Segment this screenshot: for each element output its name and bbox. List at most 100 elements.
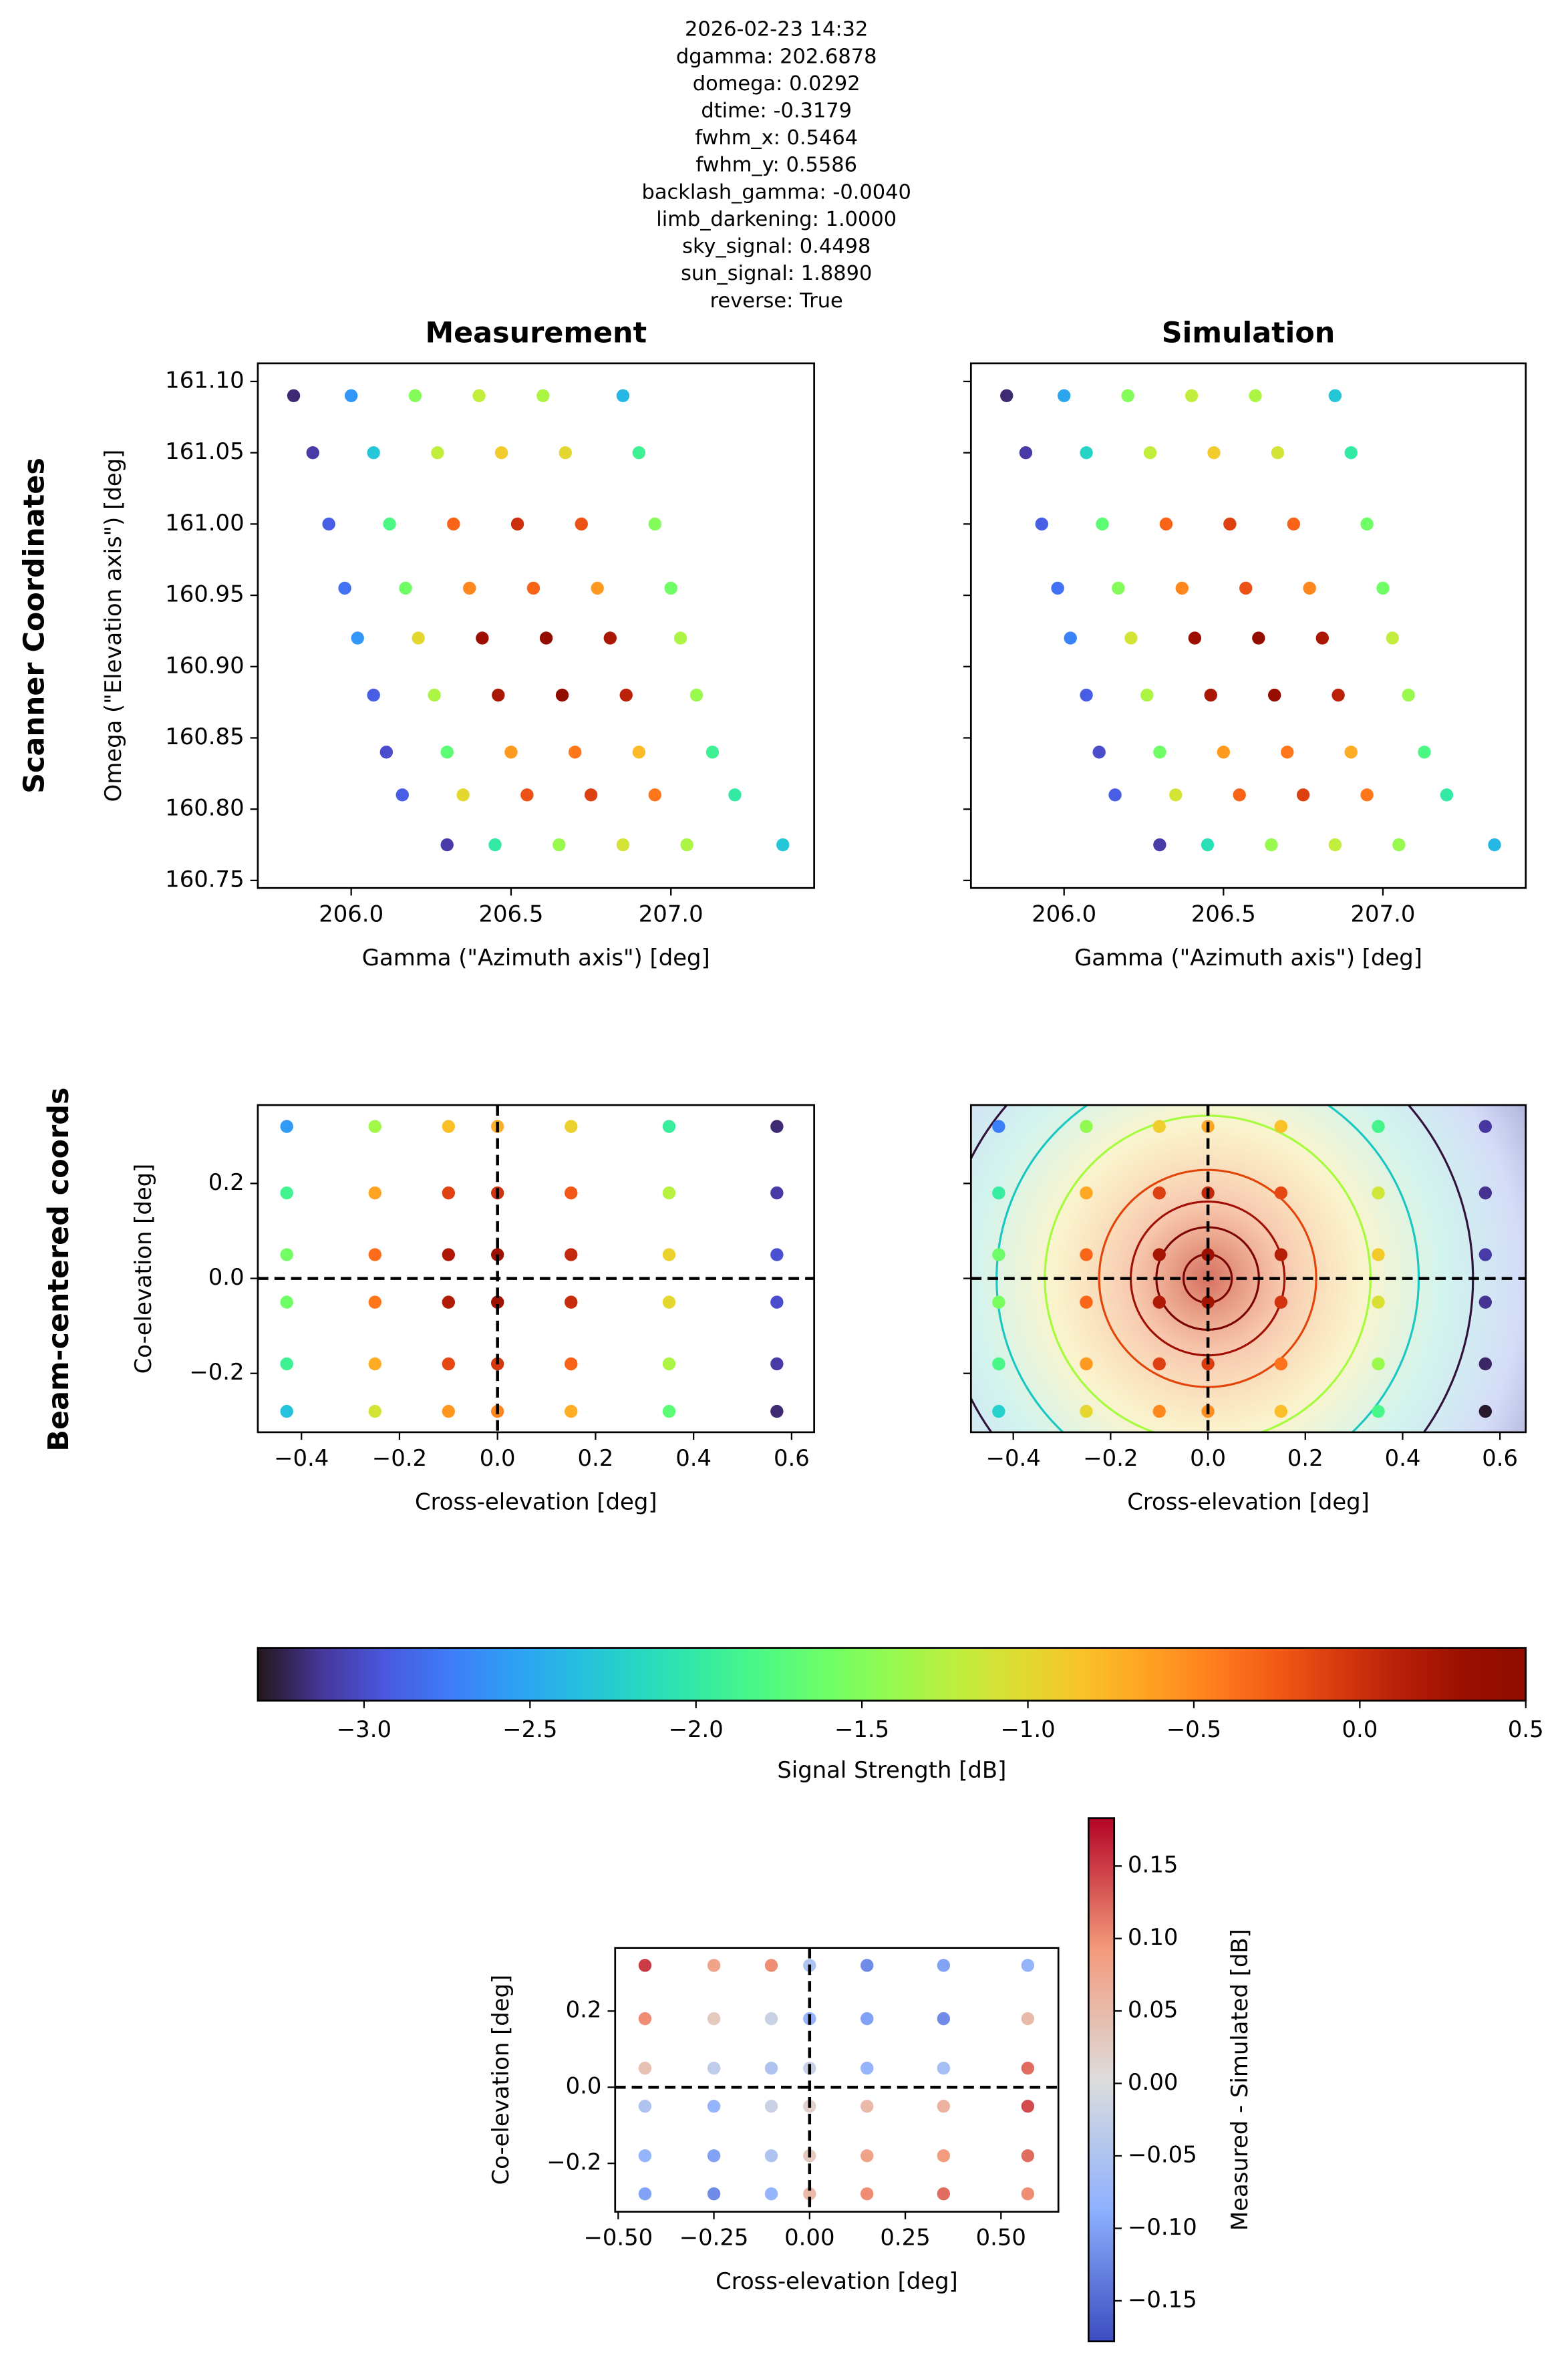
- point: [1274, 1120, 1288, 1133]
- point: [488, 838, 502, 852]
- point: [1080, 1404, 1093, 1418]
- point: [1152, 1357, 1166, 1371]
- colorbar-tick-label: −1.5: [834, 1716, 889, 1742]
- point: [1418, 746, 1431, 759]
- point: [553, 838, 566, 852]
- point: [638, 2100, 652, 2113]
- point: [367, 446, 380, 460]
- point: [442, 1295, 456, 1309]
- point: [306, 446, 319, 460]
- axes-frame: [257, 362, 815, 889]
- colorbar-tick-label: 0.00: [1128, 2069, 1178, 2095]
- point: [379, 746, 394, 759]
- x-tick-label: 0.6: [1482, 1445, 1518, 1471]
- point: [707, 2187, 721, 2201]
- x-tick-label: −0.4: [274, 1445, 329, 1471]
- point: [492, 688, 505, 702]
- point: [428, 688, 441, 702]
- point: [770, 1248, 784, 1261]
- point: [565, 1404, 578, 1418]
- point: [1233, 788, 1246, 802]
- point: [280, 1186, 293, 1200]
- point: [764, 2062, 778, 2075]
- plot-area: [257, 1105, 814, 1432]
- point: [1217, 746, 1231, 759]
- point: [860, 2149, 874, 2163]
- point: [1108, 788, 1122, 802]
- point: [442, 1357, 456, 1371]
- point: [1372, 1186, 1385, 1200]
- point: [1386, 631, 1399, 645]
- point: [1201, 838, 1215, 852]
- y-tick-label: 0.0: [208, 1264, 245, 1290]
- point: [770, 1186, 784, 1200]
- point: [937, 2012, 951, 2026]
- point: [1021, 2149, 1035, 2163]
- point: [1080, 446, 1093, 460]
- point: [1402, 688, 1415, 702]
- point: [1372, 1404, 1385, 1418]
- point: [662, 1357, 676, 1371]
- x-tick-label: 0.4: [675, 1445, 712, 1471]
- x-tick-label: 0.2: [1287, 1445, 1323, 1471]
- point: [440, 838, 454, 852]
- point: [368, 1120, 381, 1133]
- y-tick-label: 161.10: [165, 367, 244, 393]
- point: [368, 1295, 381, 1309]
- point: [490, 1295, 504, 1309]
- point: [539, 631, 553, 645]
- point: [648, 517, 662, 531]
- point: [764, 2187, 778, 2201]
- point: [689, 688, 703, 702]
- x-tick-label: 0.50: [976, 2225, 1026, 2251]
- point: [526, 581, 540, 595]
- point: [1344, 746, 1358, 759]
- y-axis-label: Co-elevation [deg]: [130, 1164, 156, 1374]
- axes-title: Simulation: [1162, 316, 1335, 349]
- x-axis-label: Gamma ("Azimuth axis") [deg]: [1074, 945, 1422, 971]
- row-label: Scanner Coordinates: [18, 458, 51, 794]
- header-line: limb_darkening: 1.0000: [656, 208, 897, 231]
- colorbar-tick-label: −0.5: [1166, 1716, 1221, 1742]
- point: [860, 2062, 874, 2075]
- header-line: reverse: True: [710, 289, 843, 313]
- point: [408, 389, 422, 403]
- point: [1274, 1404, 1288, 1418]
- point: [992, 1295, 1005, 1309]
- point: [860, 2187, 874, 2201]
- point: [616, 389, 630, 403]
- point: [770, 1357, 784, 1371]
- point: [632, 746, 646, 759]
- point: [707, 2012, 721, 2026]
- point: [1092, 746, 1106, 759]
- point: [648, 788, 662, 802]
- point: [1274, 1357, 1288, 1371]
- point: [431, 446, 444, 460]
- colorbar-label: Measured - Simulated [dB]: [1227, 1929, 1253, 2231]
- x-tick-label: 206.0: [319, 901, 383, 927]
- point: [860, 2012, 874, 2026]
- header-line: domega: 0.0292: [693, 72, 860, 96]
- point: [1296, 788, 1310, 802]
- point: [770, 1120, 784, 1133]
- point: [344, 389, 358, 403]
- colorbar-tick-label: 0.10: [1128, 1924, 1178, 1950]
- point: [937, 2062, 951, 2075]
- point: [707, 2100, 721, 2113]
- point: [705, 746, 720, 759]
- point: [368, 1186, 381, 1200]
- x-tick-label: 206.0: [1032, 901, 1096, 927]
- point: [1328, 389, 1342, 403]
- point: [442, 1248, 456, 1261]
- point: [1021, 2012, 1035, 2026]
- point: [1051, 581, 1064, 595]
- point: [1159, 517, 1173, 531]
- point: [1121, 389, 1134, 403]
- point: [280, 1248, 293, 1261]
- point: [1000, 389, 1013, 403]
- x-tick-label: 0.00: [784, 2225, 834, 2251]
- point: [1274, 1186, 1288, 1200]
- point: [937, 1959, 951, 1972]
- point: [992, 1357, 1005, 1371]
- header-line: dtime: -0.3179: [701, 99, 852, 122]
